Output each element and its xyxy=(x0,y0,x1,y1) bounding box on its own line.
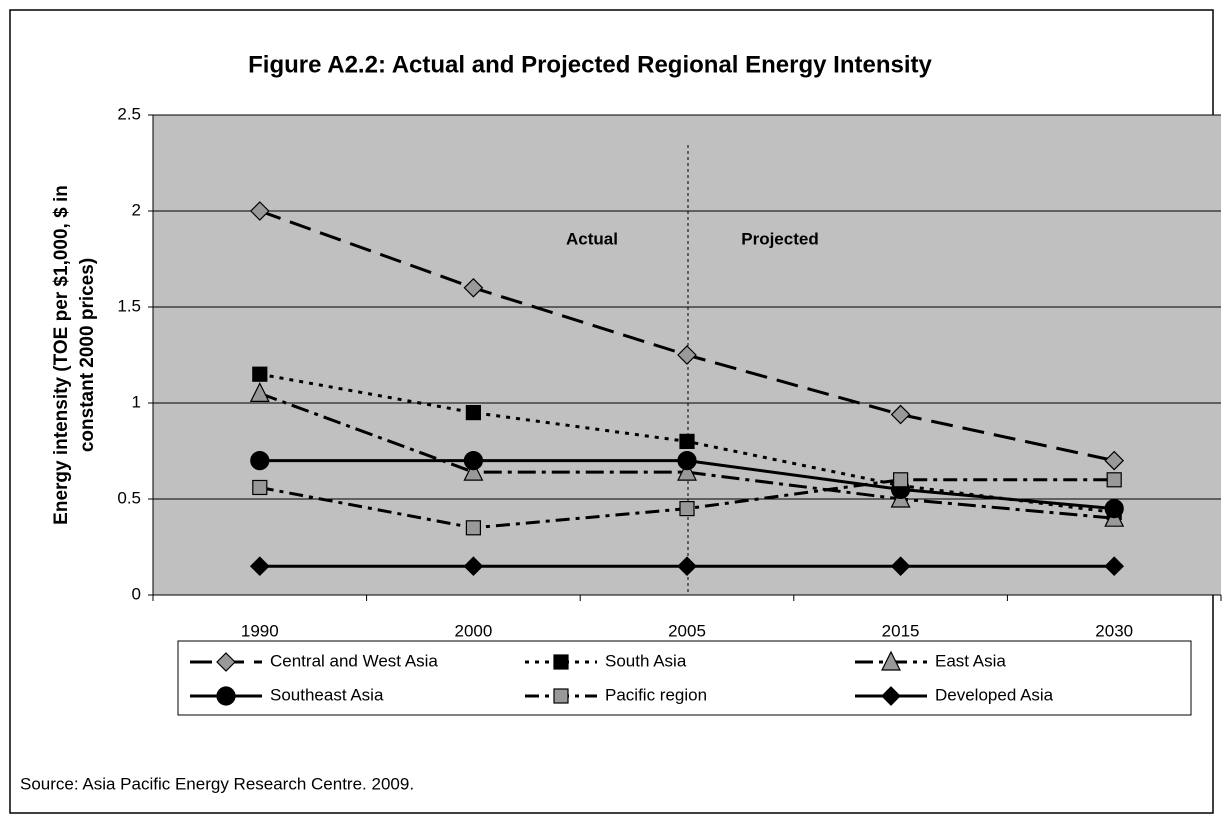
marker xyxy=(249,201,270,221)
marker xyxy=(890,556,911,577)
legend-marker xyxy=(881,650,901,671)
y-tick-label: 2.5 xyxy=(117,104,141,123)
y-tick-label: 0 xyxy=(132,584,141,603)
source-note: Source: Asia Pacific Energy Research Cen… xyxy=(20,774,414,793)
marker xyxy=(252,479,268,496)
marker xyxy=(250,451,270,471)
x-tick-label: 2000 xyxy=(454,621,492,640)
y-tick-label: 2 xyxy=(132,200,141,219)
marker xyxy=(463,460,484,481)
legend-marker xyxy=(881,686,901,706)
legend-marker xyxy=(553,688,569,704)
legend xyxy=(177,640,1192,716)
marker xyxy=(1106,472,1122,488)
marker xyxy=(677,345,697,365)
y-axis-label-line: constant 2000 prices) xyxy=(77,258,98,452)
annotation: Projected xyxy=(741,229,818,248)
x-tick-label: 2015 xyxy=(882,621,920,640)
marker xyxy=(1104,499,1124,519)
legend-marker xyxy=(216,652,236,672)
series-line xyxy=(259,391,1115,520)
marker xyxy=(1104,450,1125,471)
marker xyxy=(1104,556,1125,577)
marker xyxy=(679,433,695,449)
marker xyxy=(252,366,268,382)
legend-marker xyxy=(216,686,236,706)
y-tick-label: 1.5 xyxy=(117,296,141,315)
marker xyxy=(465,520,481,536)
marker xyxy=(249,556,270,577)
legend-label: South Asia xyxy=(605,651,687,670)
y-axis-label-line: Energy intensity (TOE per $1,000, $ in xyxy=(51,185,72,525)
y-axis-label: Energy intensity (TOE per $1,000, $ in c… xyxy=(51,185,98,525)
marker xyxy=(679,501,695,517)
marker xyxy=(463,556,484,577)
annotation: Actual xyxy=(566,229,618,248)
chart-title: Figure A2.2: Actual and Projected Region… xyxy=(248,51,932,78)
y-tick-label: 1 xyxy=(132,392,141,411)
legend-label: Central and West Asia xyxy=(270,651,438,670)
legend-label: Southeast Asia xyxy=(270,685,384,704)
y-tick-label: 0.5 xyxy=(117,488,141,507)
legend-label: East Asia xyxy=(935,651,1006,670)
legend-label: Pacific region xyxy=(605,685,707,704)
x-tick-label: 1990 xyxy=(241,621,279,640)
marker xyxy=(892,472,909,488)
marker xyxy=(677,451,697,471)
marker xyxy=(890,404,911,425)
x-tick-label: 2030 xyxy=(1095,621,1133,640)
marker xyxy=(463,277,484,298)
marker xyxy=(677,460,697,481)
marker xyxy=(465,405,481,421)
marker xyxy=(677,556,697,577)
legend-marker xyxy=(553,654,569,670)
marker xyxy=(249,382,270,402)
legend-label: Developed Asia xyxy=(935,685,1054,704)
x-tick-label: 2005 xyxy=(668,621,706,640)
marker xyxy=(463,451,483,471)
